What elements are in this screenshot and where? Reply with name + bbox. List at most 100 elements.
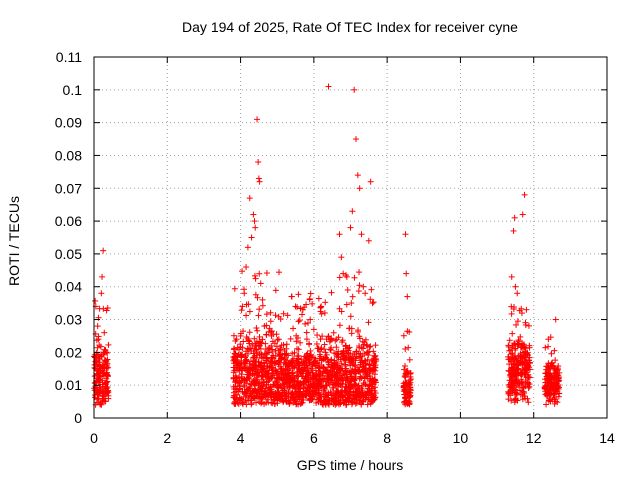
data-point	[283, 345, 290, 352]
data-point	[259, 373, 266, 380]
data-point	[275, 347, 282, 354]
data-point	[334, 358, 341, 365]
x-tick-label: 4	[237, 430, 245, 446]
data-point	[308, 361, 315, 368]
data-point	[269, 346, 276, 353]
data-point	[100, 247, 107, 254]
data-point	[368, 396, 375, 403]
data-point	[96, 305, 103, 312]
data-point	[274, 336, 281, 343]
data-point	[367, 388, 374, 395]
data-point	[526, 359, 533, 366]
data-point	[369, 357, 376, 364]
data-point	[252, 364, 259, 371]
data-point	[515, 343, 522, 350]
data-point	[99, 273, 106, 280]
data-point	[252, 380, 259, 387]
data-point	[318, 383, 325, 390]
data-point	[340, 348, 347, 355]
data-point	[362, 381, 369, 388]
data-point	[506, 368, 513, 375]
data-point	[258, 372, 265, 379]
data-point	[367, 178, 374, 185]
data-point	[243, 301, 250, 308]
data-point	[542, 376, 549, 383]
data-point	[303, 301, 310, 308]
data-point	[281, 356, 288, 363]
data-point	[545, 343, 552, 350]
data-point	[236, 365, 243, 372]
data-point	[273, 343, 280, 350]
data-point	[326, 381, 333, 388]
data-point	[321, 375, 328, 382]
data-point	[525, 374, 532, 381]
data-point	[243, 356, 250, 363]
data-point	[305, 372, 312, 379]
data-point	[260, 393, 267, 400]
data-point	[310, 380, 317, 387]
data-point	[521, 356, 528, 363]
data-point	[344, 396, 351, 403]
data-point	[264, 357, 271, 364]
data-point	[355, 288, 362, 295]
data-point	[356, 185, 363, 192]
data-point	[301, 364, 308, 371]
data-point	[344, 377, 351, 384]
data-point	[307, 290, 314, 297]
data-point	[367, 296, 374, 303]
data-point	[99, 383, 106, 390]
data-point	[331, 350, 338, 357]
data-point	[321, 341, 328, 348]
data-point	[521, 191, 528, 198]
data-point	[369, 300, 376, 307]
data-point	[247, 381, 254, 388]
y-tick-label: 0.1	[63, 82, 83, 98]
data-point	[311, 372, 318, 379]
data-point	[402, 362, 409, 369]
y-tick-label: 0.08	[55, 147, 82, 163]
data-point	[280, 377, 287, 384]
data-point	[318, 310, 325, 317]
data-point	[334, 369, 341, 376]
data-point	[307, 316, 314, 323]
data-point	[294, 360, 301, 367]
data-point	[404, 400, 411, 407]
y-tick-label: 0	[74, 410, 82, 426]
data-point	[295, 291, 302, 298]
data-point	[286, 372, 293, 379]
data-point	[316, 355, 323, 362]
data-point	[353, 393, 360, 400]
plot-frame	[93, 56, 608, 419]
data-point	[272, 287, 279, 294]
data-point	[340, 353, 347, 360]
data-point	[521, 393, 528, 400]
data-point	[295, 401, 302, 408]
data-point	[513, 321, 520, 328]
data-point	[353, 348, 360, 355]
data-point	[230, 332, 237, 339]
data-point	[294, 345, 301, 352]
data-point	[255, 175, 262, 182]
data-point	[306, 340, 313, 347]
data-point	[543, 385, 550, 392]
data-point	[333, 344, 340, 351]
data-point	[334, 374, 341, 381]
data-point	[303, 352, 310, 359]
data-point	[233, 375, 240, 382]
data-point	[369, 385, 376, 392]
data-point	[292, 386, 299, 393]
data-point	[343, 273, 350, 280]
data-point	[402, 231, 409, 238]
data-point	[259, 302, 266, 309]
data-point	[263, 311, 270, 318]
data-point	[271, 393, 278, 400]
data-point	[328, 390, 335, 397]
data-point	[518, 376, 525, 383]
data-point	[237, 362, 244, 369]
data-point	[92, 394, 99, 401]
data-point	[100, 363, 107, 370]
chart-title: Day 194 of 2025, Rate Of TEC Index for r…	[182, 19, 518, 35]
data-point	[295, 359, 302, 366]
data-point	[317, 371, 324, 378]
